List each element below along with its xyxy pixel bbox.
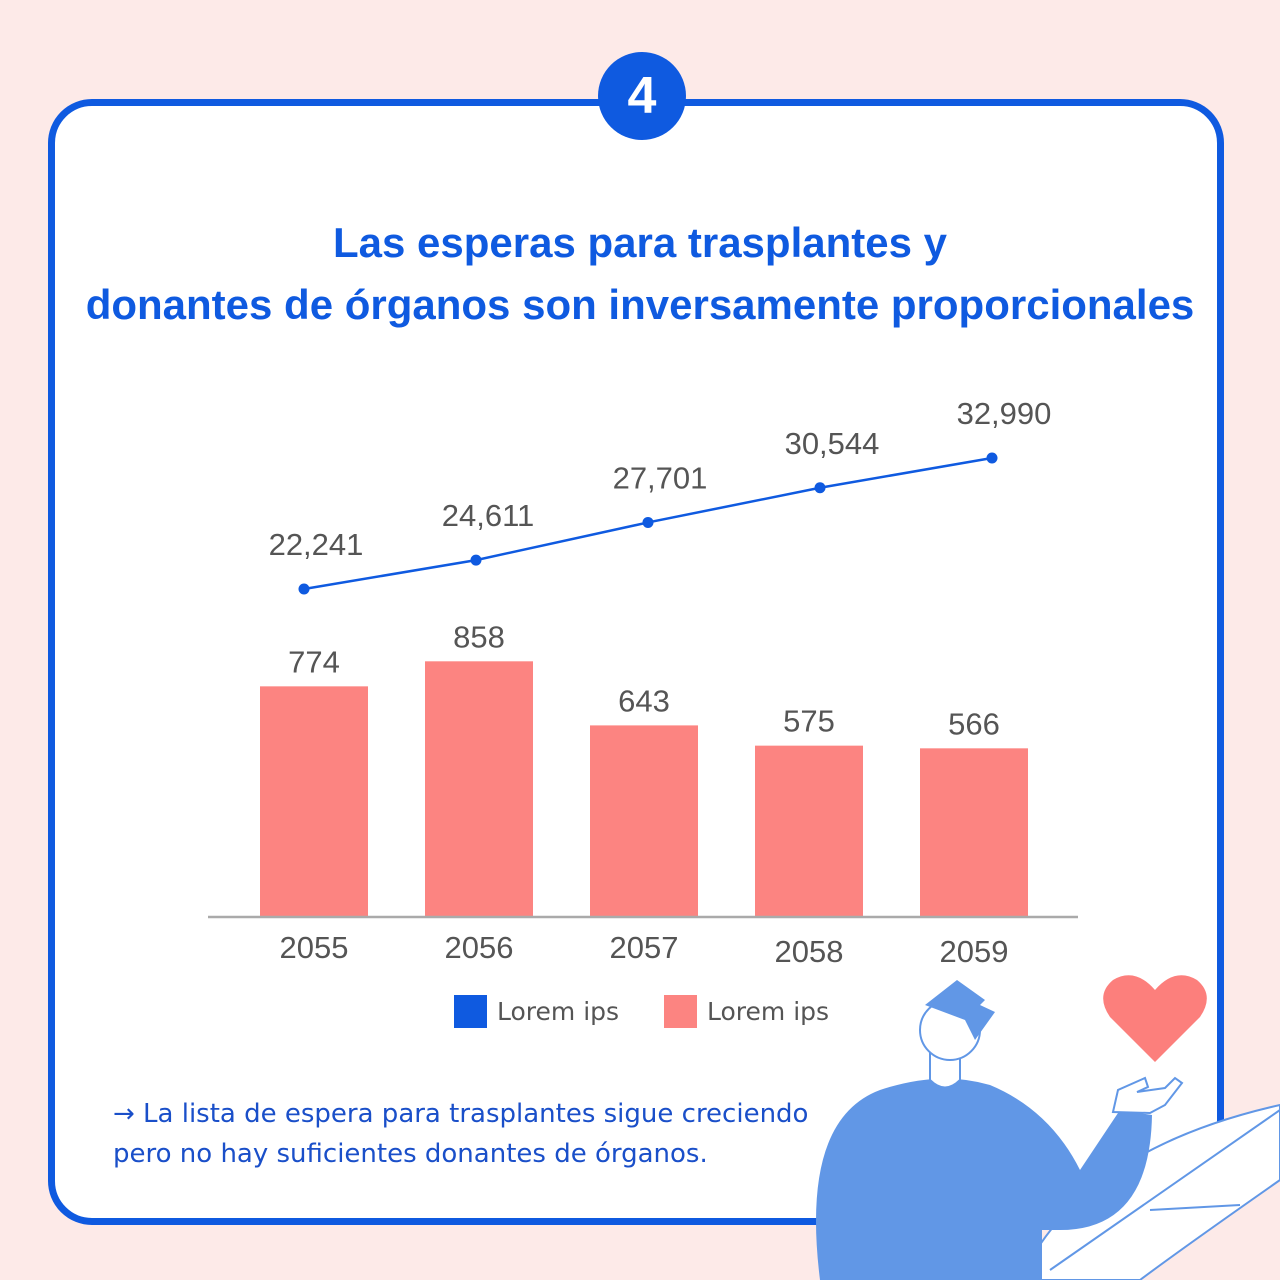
title-line-2: donantes de órganos son inversamente pro… (85, 281, 1195, 328)
title-line-1: Las esperas para trasplantes y (332, 219, 947, 266)
line-label: 30,544 (785, 426, 880, 461)
bar (425, 661, 533, 917)
heart-icon (1103, 975, 1207, 1062)
legend-swatch-red (664, 995, 697, 1028)
line-label: 32,990 (957, 396, 1052, 431)
leaf-vein (1049, 1109, 1280, 1271)
x-tick-label: 2057 (610, 930, 679, 965)
line-point (470, 554, 482, 566)
step-badge: 4 (598, 52, 686, 140)
line-point (814, 482, 826, 494)
x-tick-label: 2055 (280, 930, 349, 965)
bar-label: 858 (453, 619, 505, 654)
line-label: 24,611 (442, 498, 535, 533)
legend-label: Lorem ips (707, 997, 830, 1026)
legend-swatch-blue (454, 995, 487, 1028)
x-tick-label: 2059 (940, 934, 1009, 969)
x-tick-label: 2056 (445, 930, 514, 965)
line-label: 22,241 (269, 527, 364, 562)
bar-label: 643 (618, 683, 670, 718)
chart-title: Las esperas para trasplantes y donantes … (0, 212, 1280, 336)
card (48, 99, 1224, 1225)
x-tick-label: 2058 (775, 934, 844, 969)
person-body (816, 1078, 1152, 1280)
note-line-1: → La lista de espera para trasplantes si… (113, 1099, 809, 1129)
line-label: 27,701 (613, 460, 708, 495)
legend-item-bar: Lorem ips (664, 995, 829, 1028)
bar-label: 774 (288, 644, 340, 679)
bar (755, 745, 863, 917)
legend-label: Lorem ips (497, 997, 620, 1026)
person-hand (1111, 1076, 1184, 1115)
legend-item-line: Lorem ips (454, 995, 619, 1028)
bar (590, 725, 698, 917)
bar-label: 566 (948, 706, 1000, 741)
bar (260, 686, 368, 917)
person-hair (925, 980, 995, 1040)
bar (920, 748, 1028, 917)
line-point (986, 452, 998, 464)
bar-label: 575 (783, 704, 835, 739)
note-line-2: pero no hay suficientes donantes de órga… (113, 1139, 708, 1169)
footnote: → La lista de espera para trasplantes si… (113, 1094, 808, 1174)
line-point (298, 583, 310, 595)
line-point (642, 516, 654, 528)
